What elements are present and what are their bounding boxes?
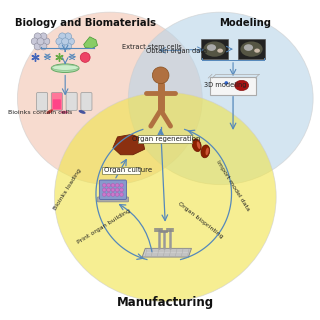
Circle shape xyxy=(224,81,228,85)
FancyBboxPatch shape xyxy=(238,39,265,59)
Circle shape xyxy=(37,38,44,45)
Ellipse shape xyxy=(217,49,223,53)
Circle shape xyxy=(102,193,106,196)
Circle shape xyxy=(120,183,124,187)
FancyBboxPatch shape xyxy=(81,92,92,110)
Circle shape xyxy=(116,183,119,187)
FancyBboxPatch shape xyxy=(101,167,140,174)
Text: Print organ building: Print organ building xyxy=(76,208,131,245)
Circle shape xyxy=(34,33,41,40)
Circle shape xyxy=(43,38,50,45)
FancyBboxPatch shape xyxy=(66,92,77,110)
Ellipse shape xyxy=(60,111,68,114)
Ellipse shape xyxy=(128,12,313,185)
Circle shape xyxy=(65,43,72,50)
Text: Import model data: Import model data xyxy=(215,159,251,212)
Circle shape xyxy=(56,38,63,45)
Text: Bioinks loading: Bioinks loading xyxy=(52,168,82,211)
Text: Organ bioprinting: Organ bioprinting xyxy=(177,201,224,239)
Circle shape xyxy=(152,67,169,84)
FancyBboxPatch shape xyxy=(36,92,48,110)
Text: Modeling: Modeling xyxy=(220,18,271,28)
Text: Obtain organ data: Obtain organ data xyxy=(146,48,207,54)
Circle shape xyxy=(107,188,110,192)
Ellipse shape xyxy=(244,44,253,51)
Ellipse shape xyxy=(205,148,209,155)
Circle shape xyxy=(31,38,38,45)
Ellipse shape xyxy=(197,141,200,149)
Text: Manufacturing: Manufacturing xyxy=(117,296,214,309)
Text: Extract stem cells: Extract stem cells xyxy=(122,44,181,50)
Ellipse shape xyxy=(51,64,79,73)
Circle shape xyxy=(65,33,72,40)
Circle shape xyxy=(59,43,66,50)
Circle shape xyxy=(107,183,110,187)
FancyBboxPatch shape xyxy=(99,180,126,199)
FancyBboxPatch shape xyxy=(51,92,62,110)
Ellipse shape xyxy=(17,12,202,185)
Circle shape xyxy=(116,188,119,192)
Ellipse shape xyxy=(201,145,210,158)
Text: 3D modeling: 3D modeling xyxy=(204,82,247,88)
Circle shape xyxy=(111,183,115,187)
FancyBboxPatch shape xyxy=(201,39,228,59)
Polygon shape xyxy=(84,37,98,49)
Text: Biology and Biomaterials: Biology and Biomaterials xyxy=(15,18,156,28)
Circle shape xyxy=(102,188,106,192)
Circle shape xyxy=(111,188,115,192)
Circle shape xyxy=(68,38,75,45)
Circle shape xyxy=(40,33,47,40)
Circle shape xyxy=(34,43,41,50)
Ellipse shape xyxy=(235,80,249,91)
Circle shape xyxy=(80,52,90,62)
FancyBboxPatch shape xyxy=(53,99,61,109)
Ellipse shape xyxy=(46,109,53,114)
Circle shape xyxy=(59,33,66,40)
Ellipse shape xyxy=(192,139,201,152)
Ellipse shape xyxy=(207,44,216,51)
Ellipse shape xyxy=(54,92,276,302)
Circle shape xyxy=(40,43,47,50)
Circle shape xyxy=(111,193,115,196)
Polygon shape xyxy=(142,248,191,257)
FancyBboxPatch shape xyxy=(97,197,129,202)
Ellipse shape xyxy=(254,49,260,53)
Polygon shape xyxy=(113,134,145,155)
Ellipse shape xyxy=(79,110,86,114)
Circle shape xyxy=(107,193,110,196)
Ellipse shape xyxy=(52,65,78,70)
Circle shape xyxy=(102,183,106,187)
Text: Bioinks contain cells: Bioinks contain cells xyxy=(8,110,73,115)
Ellipse shape xyxy=(240,42,263,57)
Circle shape xyxy=(116,193,119,196)
FancyBboxPatch shape xyxy=(210,77,256,95)
Circle shape xyxy=(120,188,124,192)
Circle shape xyxy=(120,193,124,196)
Ellipse shape xyxy=(204,42,226,57)
Circle shape xyxy=(62,38,69,45)
FancyBboxPatch shape xyxy=(139,135,192,143)
Text: Organ culture: Organ culture xyxy=(104,167,152,173)
Text: Organ regeneration: Organ regeneration xyxy=(132,136,200,142)
